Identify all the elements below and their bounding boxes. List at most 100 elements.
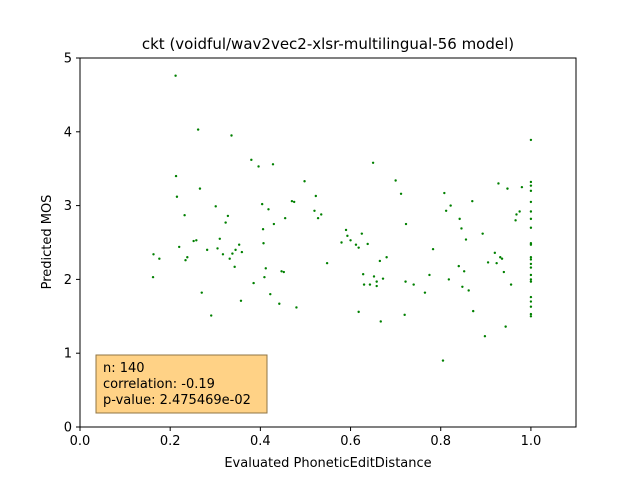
y-tick-label: 3 [64,199,72,214]
data-point [518,210,521,213]
data-point [529,210,533,213]
data-point [260,202,264,206]
data-point [175,195,179,198]
data-point [385,256,388,259]
data-point [174,174,178,178]
data-point [444,209,448,212]
data-point [467,289,470,292]
data-point [529,226,533,229]
data-point [529,312,533,316]
data-point [303,180,306,183]
data-point [462,270,466,273]
x-axis-label: Evaluated PhoneticEditDistance [224,456,431,471]
data-point [257,165,260,168]
stats-pvalue: p-value: 2.475469e-02 [103,393,251,408]
data-point [216,247,219,250]
data-point [234,248,237,252]
data-point [250,158,253,162]
data-point [226,214,230,218]
data-point [381,277,385,280]
data-point [404,222,408,226]
x-tick-label: 0.2 [160,434,181,449]
y-tick-label: 5 [64,52,72,67]
data-point [262,242,265,245]
data-point [443,191,446,195]
data-point [506,187,509,190]
data-point [158,257,161,260]
data-point [252,281,255,285]
plot-frame [79,57,577,428]
data-point [509,283,513,286]
data-point [151,275,155,279]
data-point [529,184,533,187]
data-point [237,243,241,246]
data-point [375,284,378,288]
data-point [529,256,533,259]
data-point [529,278,533,281]
data-point [486,261,490,264]
data-point [529,180,533,184]
data-point [233,265,236,269]
data-point [428,273,431,277]
data-point [221,253,225,256]
data-point [282,270,286,274]
y-axis: 0 1 2 3 4 5 [64,52,80,436]
data-point [314,194,318,198]
data-point [529,138,533,142]
data-point [441,359,445,362]
data-point [278,302,281,305]
data-points [151,74,533,362]
data-point [447,278,451,281]
y-tick-label: 4 [64,125,72,140]
stats-box: n: 140 correlation: -0.19 p-value: 2.475… [95,354,268,414]
data-point [378,259,382,263]
data-point [205,248,209,252]
data-point [371,161,375,164]
data-point [481,232,484,235]
data-point [272,222,276,226]
data-point [458,217,461,221]
data-point [464,238,468,241]
data-point [412,283,415,286]
data-point [195,239,198,242]
x-tick-label: 1.0 [521,434,542,449]
data-point [471,309,475,313]
x-tick-label: 0.8 [430,434,451,449]
data-point [263,275,266,279]
data-point [529,217,533,221]
data-point [325,261,329,265]
x-tick-label: 0.6 [340,434,361,449]
data-point [423,291,427,294]
y-tick-label: 1 [64,347,72,362]
data-point [184,259,187,262]
stats-n: n: 140 [103,361,145,376]
data-point [349,239,352,242]
data-point [183,213,186,217]
data-point [529,273,533,277]
data-point [529,300,533,303]
data-point [224,221,227,224]
data-point [192,239,195,243]
data-point [497,182,500,185]
data-point [196,128,200,131]
data-point [267,208,270,211]
data-point [357,310,360,314]
data-point [240,250,244,254]
y-axis-label: Predicted MOS [40,195,55,290]
data-point [218,237,221,241]
y-tick-label: 2 [64,273,72,288]
data-point [460,227,463,230]
data-point [198,187,202,190]
data-point [504,325,507,328]
data-point [239,299,243,303]
data-point [290,199,294,203]
data-point [361,273,365,276]
data-point [529,189,533,193]
data-point [372,275,376,278]
data-point [529,295,533,299]
data-point [295,306,298,309]
data-point [292,200,296,204]
stats-correlation: correlation: -0.19 [103,377,215,392]
data-point [228,257,231,260]
x-tick-label: 0.4 [250,434,271,449]
